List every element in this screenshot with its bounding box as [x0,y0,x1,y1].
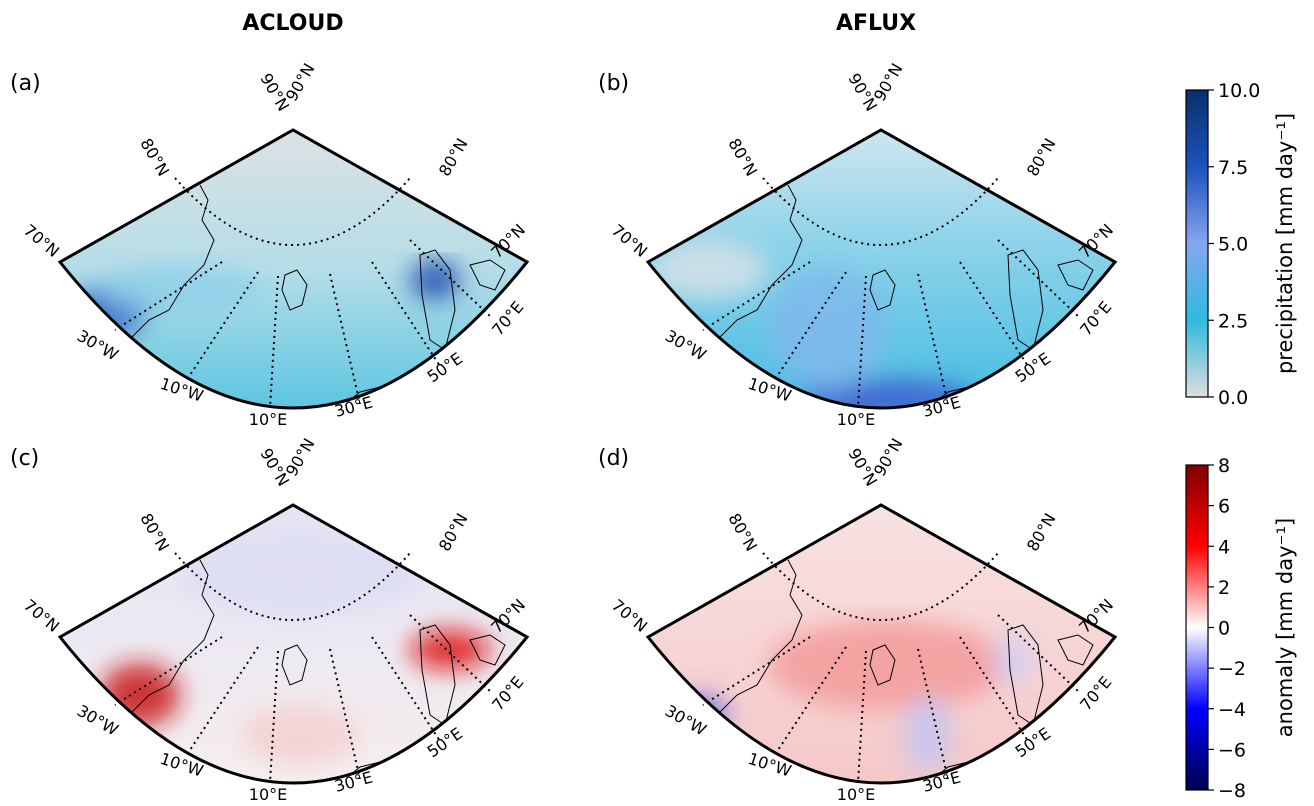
map-border [645,128,1118,410]
field-features [648,240,978,408]
coastline [701,184,1094,401]
map-border [57,128,530,410]
panel-label: (c) [10,446,39,471]
field-background [60,130,527,408]
lat-label: 90°N [870,60,907,104]
graticule [114,552,493,784]
colorbar-tick-label: −2 [1218,658,1246,680]
lon-label: 10°E [837,785,875,802]
colorbar-tick-label: 5.0 [1218,234,1248,256]
field-background [648,130,1115,408]
map-field [648,130,1115,408]
panel-label: (d) [598,446,629,471]
graticule [702,552,1081,784]
column-title: ACLOUD [242,11,343,36]
colorbar-tick-label: −4 [1218,699,1246,721]
lat-label: 70°N [608,221,651,261]
lat-label: 90°N [282,60,319,104]
field-feature [903,695,953,775]
field-feature [240,705,360,765]
colorbar-tick-label: 4 [1218,536,1230,558]
coastline [701,559,1094,776]
lat-label: 70°N [608,596,651,636]
panel-label: (b) [598,71,629,96]
field-feature [768,620,1008,710]
colorbar-label: anomaly [mm day⁻¹] [1273,518,1297,737]
map-border [645,503,1118,785]
lat-label: 80°N [724,135,761,179]
lat-label: 80°N [435,135,472,179]
lat-label: 70°N [20,221,63,261]
lat-label: 70°N [20,596,63,636]
lat-label: 80°N [435,510,472,554]
lon-label: 10°E [249,785,287,802]
graticule [114,177,493,409]
field-feature [100,265,260,315]
colorbar-tick-label: 2 [1218,577,1230,599]
lon-label: 30°W [662,701,710,740]
colorbar-tick-label: −6 [1218,739,1246,761]
colorbar-label: precipitation [mm day⁻¹] [1273,113,1297,374]
colorbar [1185,464,1209,791]
map-field [60,505,527,783]
colorbar-tick-label: 6 [1218,496,1230,518]
colorbar-tick-label: 0.0 [1218,387,1248,409]
colorbar [1185,89,1209,398]
map-border [57,503,530,785]
lon-label: 70°E [488,673,527,715]
lon-label: 70°E [1076,673,1115,715]
colorbar-tick-label: 8 [1218,455,1230,477]
coastline [113,184,506,401]
lat-label: 80°N [1023,135,1060,179]
lat-label: 80°N [136,135,173,179]
lat-label: 90°N [870,435,907,479]
panel-label: (a) [10,71,41,96]
colorbar-tick-label: 7.5 [1218,157,1248,179]
map-panel: (c) 90°N90°N80°N 80°N70°N 70°N30°W10°W10°E 3… [10,435,530,804]
lon-label: 30°W [662,326,710,365]
graticule [702,177,1081,409]
lon-label: 70°E [488,298,527,340]
lon-label: 70°E [1076,298,1115,340]
lon-label: 30°W [74,326,122,365]
field-feature [648,240,768,300]
map-field [648,505,1115,783]
lon-label: 30°W [74,701,122,740]
field-feature [768,270,888,390]
lon-label: 10°E [249,410,287,429]
map-panel: (d) 90°N90°N80°N 80°N70°N 70°N30°W10°W10°E 3… [598,435,1118,804]
column-title: AFLUX [836,11,916,36]
field-feature [180,535,420,615]
field-feature [993,635,1033,685]
field-feature [410,260,460,300]
colorbar-tick-label: 2.5 [1218,310,1248,332]
field-feature [798,380,978,408]
map-panel: (b) 90°N90°N80°N 80°N70°N 70°N30°W10°W10°E 3… [598,60,1118,429]
field-features [100,535,490,765]
lat-label: 80°N [724,510,761,554]
colorbar-tick-label: 0 [1218,618,1230,640]
colorbar-tick-label: 10.0 [1218,80,1260,102]
map-panel: (a) 90°N90°N80°N 80°N70°N 70°N30°W10°W10°E 3… [10,60,530,429]
lat-label: 90°N [282,435,319,479]
lon-label: 10°E [837,410,875,429]
colorbar-tick-label: −8 [1218,780,1246,802]
lat-label: 80°N [1023,510,1060,554]
coastline [113,559,506,776]
lat-label: 80°N [136,510,173,554]
